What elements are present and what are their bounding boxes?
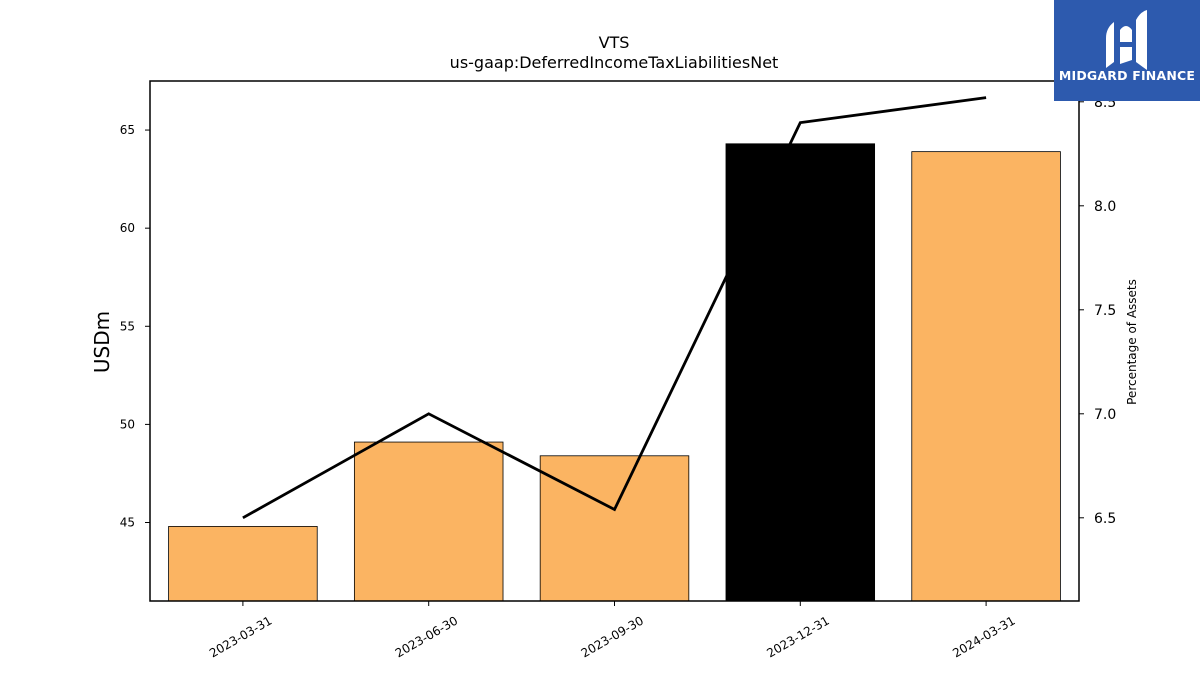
- midgard-finance-logo: MIDGARD FINANCE: [1054, 0, 1200, 101]
- x-tick-label-2023-06-30: 2023-06-30: [393, 613, 460, 660]
- chart-title: VTS: [599, 33, 630, 52]
- x-tick-label-2023-12-31: 2023-12-31: [764, 613, 831, 660]
- bar-2023-06-30: [353, 441, 504, 602]
- y-tick-label-50: 50: [120, 417, 135, 431]
- percentage-of-assets-line: [242, 96, 987, 520]
- bar-2024-03-31: [911, 151, 1061, 602]
- x-axis: 2023-03-31 2023-06-30 2023-09-30 2023-12-31…: [207, 601, 1018, 660]
- y-axis-label: USDm: [90, 311, 114, 373]
- y-axis-left: 45 50 55 60 65: [120, 123, 150, 530]
- y-tick-label-55: 55: [120, 319, 135, 333]
- y-axis-right: 6.57.07.58.08.5: [1079, 95, 1116, 527]
- y2-tick-label-6.5: 6.5: [1094, 511, 1116, 527]
- x-tick-label-2023-09-30: 2023-09-30: [579, 613, 646, 660]
- line-group: [242, 96, 987, 520]
- bar-2023-09-30: [539, 455, 690, 602]
- y2-tick-label-7.5: 7.5: [1094, 303, 1116, 319]
- y-tick-label-45: 45: [120, 516, 135, 530]
- x-tick-label-2023-03-31: 2023-03-31: [207, 613, 274, 660]
- bars-group: [168, 143, 1061, 602]
- y2-tick-label-8.0: 8.0: [1094, 199, 1116, 215]
- y-tick-label-65: 65: [120, 123, 135, 137]
- bar-2023-03-31: [168, 526, 318, 602]
- bar-2023-12-31: [725, 143, 876, 602]
- y2-tick-label-7.0: 7.0: [1094, 407, 1116, 423]
- y2-axis-label: Percentage of Assets: [1125, 279, 1139, 405]
- chart-subtitle: us-gaap:DeferredIncomeTaxLiabilitiesNet: [450, 53, 779, 72]
- x-tick-label-2024-03-31: 2024-03-31: [950, 613, 1017, 660]
- y-tick-label-60: 60: [120, 221, 135, 235]
- brand-name: MIDGARD FINANCE: [1058, 68, 1196, 83]
- midgard-finance-logo-icon: [1054, 0, 1200, 101]
